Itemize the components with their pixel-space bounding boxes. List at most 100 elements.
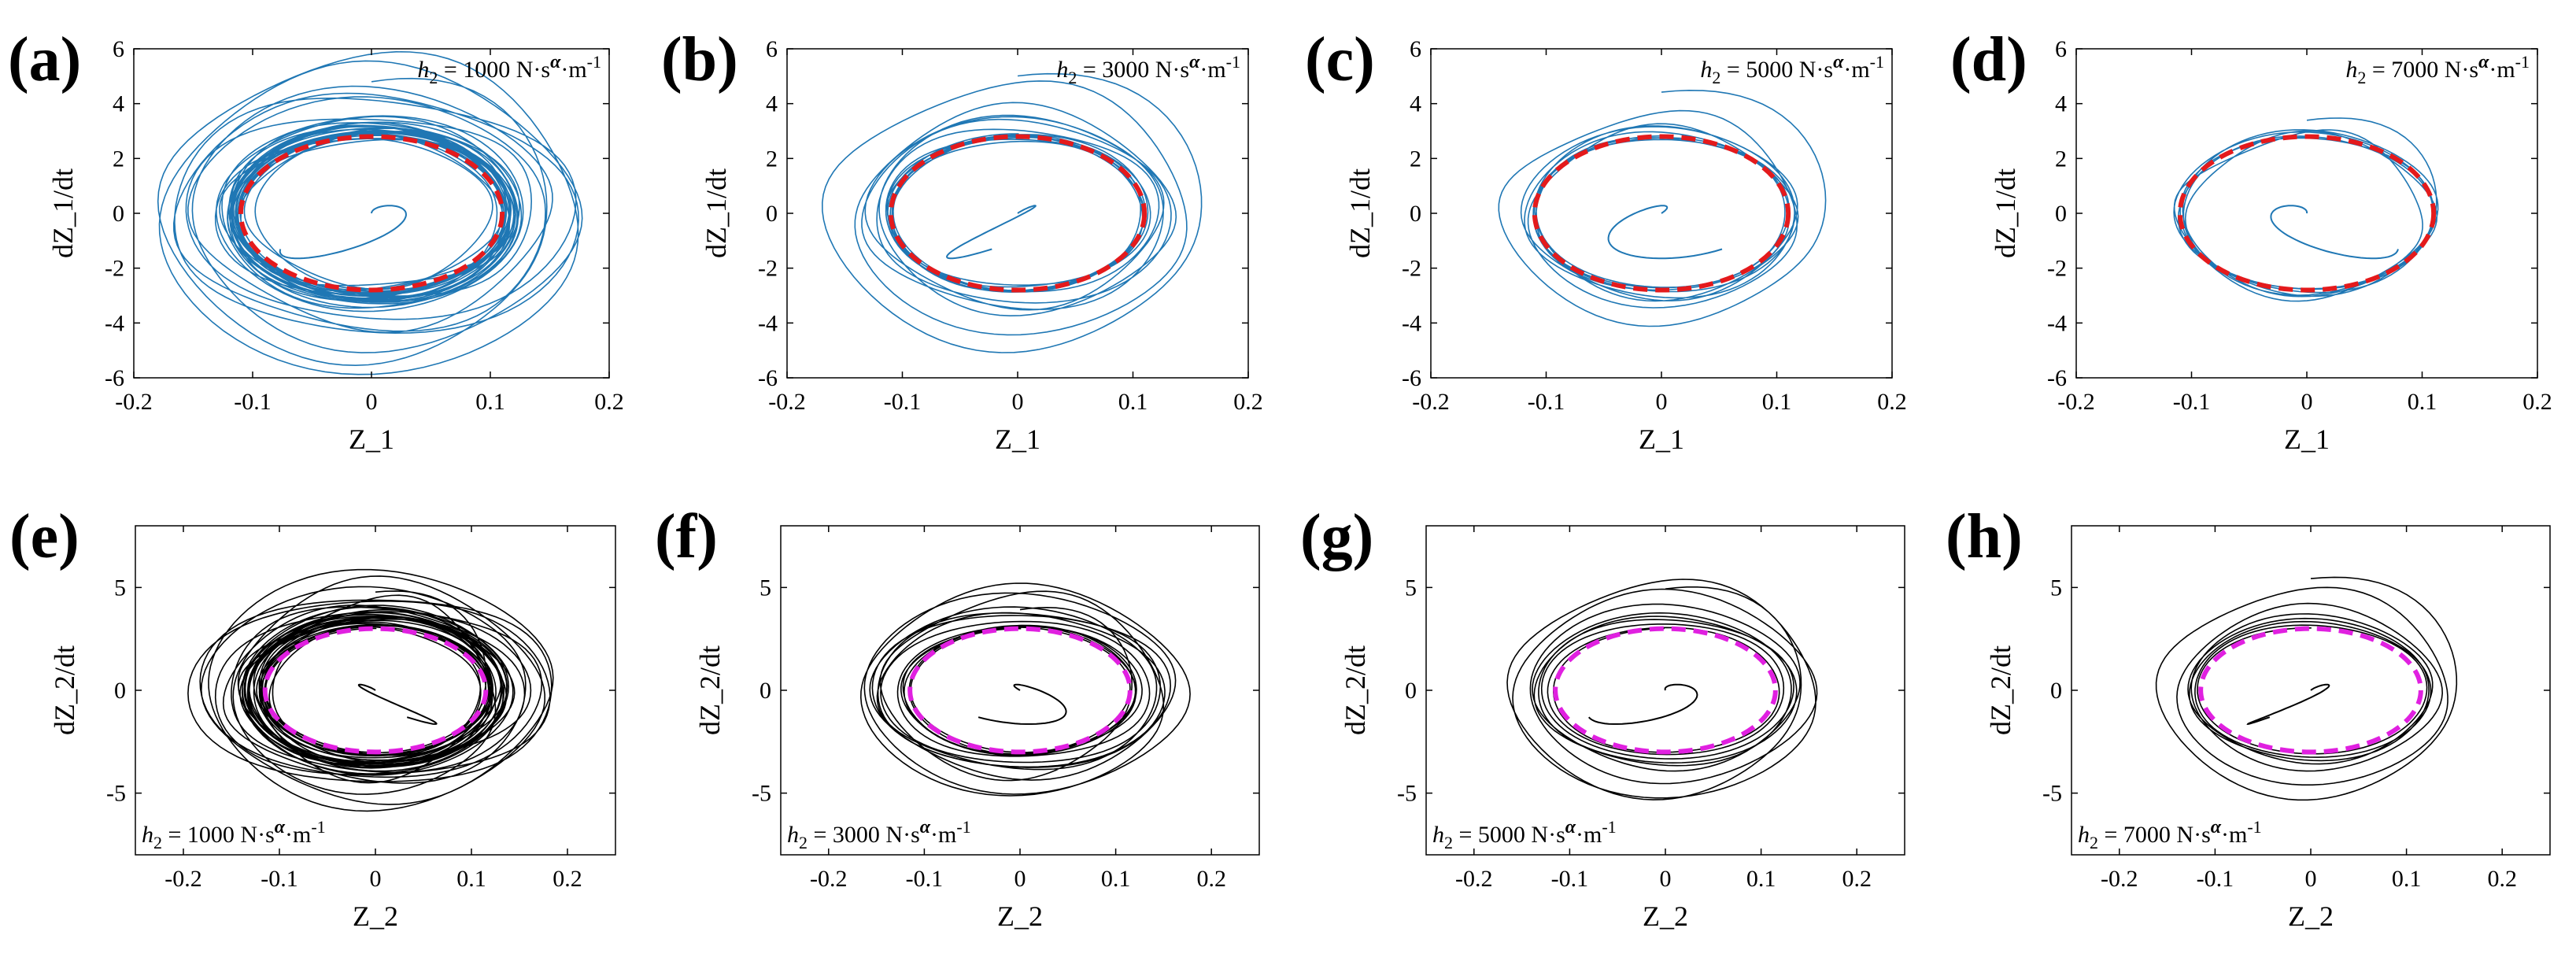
chart-panel-c: -0.2 -0.1 0 0.1 0.2 6 4 2 0 -2 -4 -6 Z_1 dZ_1/dt (c) h2…: [1305, 25, 1907, 455]
panel-label: (g): [1300, 502, 1373, 571]
x-axis-label: Z_1: [1639, 423, 1684, 455]
plot-area: [1506, 579, 1818, 800]
series-trajectory: [2155, 576, 2458, 801]
x-tick-label: 0: [366, 389, 378, 415]
x-tick-label: -0.1: [261, 866, 298, 892]
x-tick-label: 0.1: [475, 389, 505, 415]
chart-panel-g: -0.2 -0.1 0 0.1 0.2 5 0 -5 Z_2 dZ_2/dt (g) h2 = 500…: [1300, 502, 1905, 932]
y-axis-label: dZ_2/dt: [49, 645, 80, 735]
plot-area: [2173, 117, 2439, 302]
y-axis-label: dZ_1/dt: [700, 168, 732, 258]
x-tick-label: -0.1: [906, 866, 944, 892]
x-tick-label: 0: [1012, 389, 1024, 415]
y-tick-label: -4: [105, 310, 124, 336]
x-axis-label: Z_1: [349, 423, 394, 455]
y-tick-label: 0: [1410, 201, 1421, 227]
y-axis-label: dZ_1/dt: [1990, 168, 2021, 258]
plot-area: [2155, 576, 2458, 801]
y-tick-label: 0: [2050, 678, 2062, 704]
x-tick-label: -0.1: [2197, 866, 2234, 892]
y-tick-label: -5: [2042, 781, 2062, 807]
plot-area: [859, 582, 1191, 797]
chart-panel-d: -0.2 -0.1 0 0.1 0.2 6 4 2 0 -2 -4 -6 Z_1 dZ_1/dt (d) h2…: [1950, 25, 2552, 455]
y-tick-label: 2: [1410, 146, 1421, 172]
panel-label: (a): [8, 25, 81, 94]
y-tick-label: 5: [759, 575, 771, 601]
x-tick-label: 0: [1656, 389, 1668, 415]
y-tick-label: -2: [2047, 256, 2067, 282]
series-trajectory-transient: [2270, 205, 2399, 260]
x-tick-label: 0: [370, 866, 382, 892]
x-tick-label: -0.2: [115, 389, 153, 415]
x-tick-label: 0: [1660, 866, 1672, 892]
y-tick-label: -2: [1402, 256, 1421, 282]
plot-area: [157, 50, 583, 375]
x-axis-label: Z_1: [2284, 423, 2330, 455]
x-tick-label: 0: [2301, 389, 2313, 415]
annotation: h2 = 7000 N·sα·m-1: [2345, 52, 2530, 87]
y-axis-label: dZ_2/dt: [1340, 645, 1371, 735]
series-steady-orbit: [2177, 134, 2437, 293]
y-tick-label: -6: [758, 365, 778, 391]
y-tick-label: 0: [2055, 201, 2067, 227]
series-trajectory-transient: [2246, 683, 2330, 725]
series-steady-orbit: [262, 626, 489, 755]
y-tick-label: 0: [114, 678, 126, 704]
series-steady-orbit: [907, 626, 1133, 755]
y-tick-label: 5: [2050, 575, 2062, 601]
x-tick-label: 0: [2305, 866, 2317, 892]
series-trajectory-transient: [978, 683, 1067, 725]
x-tick-label: 0.1: [1762, 389, 1792, 415]
series-steady-orbit: [2198, 626, 2423, 755]
y-tick-label: 4: [766, 91, 778, 117]
y-tick-label: 6: [2055, 36, 2067, 62]
x-tick-label: 0.1: [1101, 866, 1131, 892]
x-tick-label: 0.1: [1118, 389, 1148, 415]
series-trajectory: [1498, 89, 1827, 327]
y-axis-label: dZ_2/dt: [1985, 645, 2016, 735]
y-tick-label: 4: [2055, 91, 2067, 117]
x-tick-label: -0.1: [2173, 389, 2211, 415]
x-axis-label: Z_2: [2288, 900, 2334, 932]
y-tick-label: 6: [113, 36, 124, 62]
annotation: h2 = 7000 N·sα·m-1: [2078, 817, 2262, 852]
annotation: h2 = 1000 N·sα·m-1: [142, 817, 326, 852]
panel-label: (c): [1305, 25, 1375, 94]
x-tick-label: 0.2: [2487, 866, 2517, 892]
y-tick-label: -2: [758, 256, 778, 282]
y-tick-label: 0: [113, 201, 124, 227]
plot-area: [821, 72, 1203, 353]
series-trajectory: [1506, 579, 1818, 800]
y-tick-label: 5: [114, 575, 126, 601]
y-tick-label: 0: [766, 201, 778, 227]
series-trajectory-transient: [1607, 205, 1723, 260]
series-trajectory: [821, 72, 1203, 353]
y-tick-label: -5: [1397, 781, 1417, 807]
y-axis-label: dZ_2/dt: [694, 645, 726, 735]
x-tick-label: 0.2: [594, 389, 624, 415]
panel-label: (e): [9, 502, 79, 571]
y-tick-label: -4: [758, 310, 778, 336]
series-steady-orbit: [1532, 134, 1791, 293]
series-trajectory: [859, 582, 1191, 797]
chart-panel-h: -0.2 -0.1 0 0.1 0.2 5 0 -5 Z_2 dZ_2/dt (h) h2 = 700…: [1946, 502, 2551, 932]
x-tick-label: -0.2: [2057, 389, 2095, 415]
series-trajectory: [2173, 117, 2439, 302]
y-tick-label: 4: [1410, 91, 1421, 117]
x-tick-label: -0.1: [884, 389, 922, 415]
y-tick-label: -2: [105, 256, 124, 282]
annotation: h2 = 5000 N·sα·m-1: [1700, 52, 1884, 87]
x-tick-label: -0.2: [1412, 389, 1450, 415]
annotation: h2 = 3000 N·sα·m-1: [787, 817, 971, 852]
x-tick-label: -0.1: [1551, 866, 1589, 892]
series-trajectory-transient: [946, 205, 1037, 260]
y-tick-label: -4: [2047, 310, 2067, 336]
x-axis-label: Z_2: [353, 900, 398, 932]
x-tick-label: -0.2: [1455, 866, 1493, 892]
series-trajectory-transient: [279, 205, 407, 260]
y-tick-label: -6: [1402, 365, 1421, 391]
x-tick-label: 0.2: [1842, 866, 1872, 892]
plot-area: [1498, 89, 1827, 327]
